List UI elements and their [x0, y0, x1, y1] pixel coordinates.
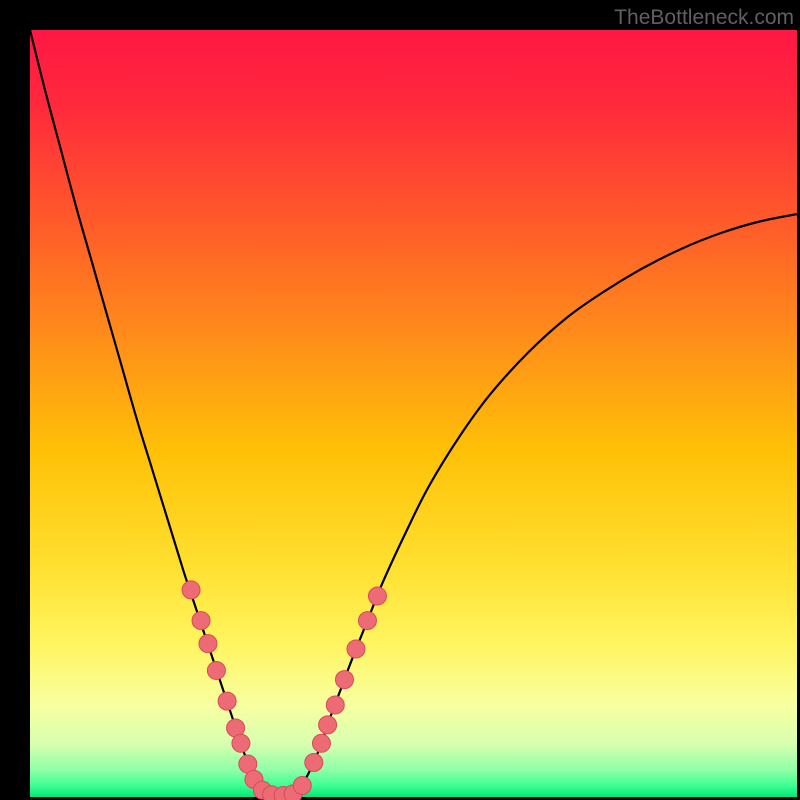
plot-background: [30, 30, 797, 797]
data-marker: [218, 692, 236, 710]
data-marker: [347, 640, 365, 658]
bottleneck-chart: TheBottleneck.com: [0, 0, 800, 800]
data-marker: [319, 716, 337, 734]
chart-svg: [0, 0, 800, 800]
data-marker: [326, 696, 344, 714]
data-marker: [312, 734, 330, 752]
data-marker: [199, 635, 217, 653]
data-marker: [305, 753, 323, 771]
data-marker: [182, 581, 200, 599]
data-marker: [358, 612, 376, 630]
data-marker: [293, 776, 311, 794]
data-marker: [335, 671, 353, 689]
data-marker: [232, 734, 250, 752]
data-marker: [368, 587, 386, 605]
data-marker: [207, 661, 225, 679]
watermark-label: TheBottleneck.com: [614, 6, 794, 30]
data-marker: [192, 612, 210, 630]
